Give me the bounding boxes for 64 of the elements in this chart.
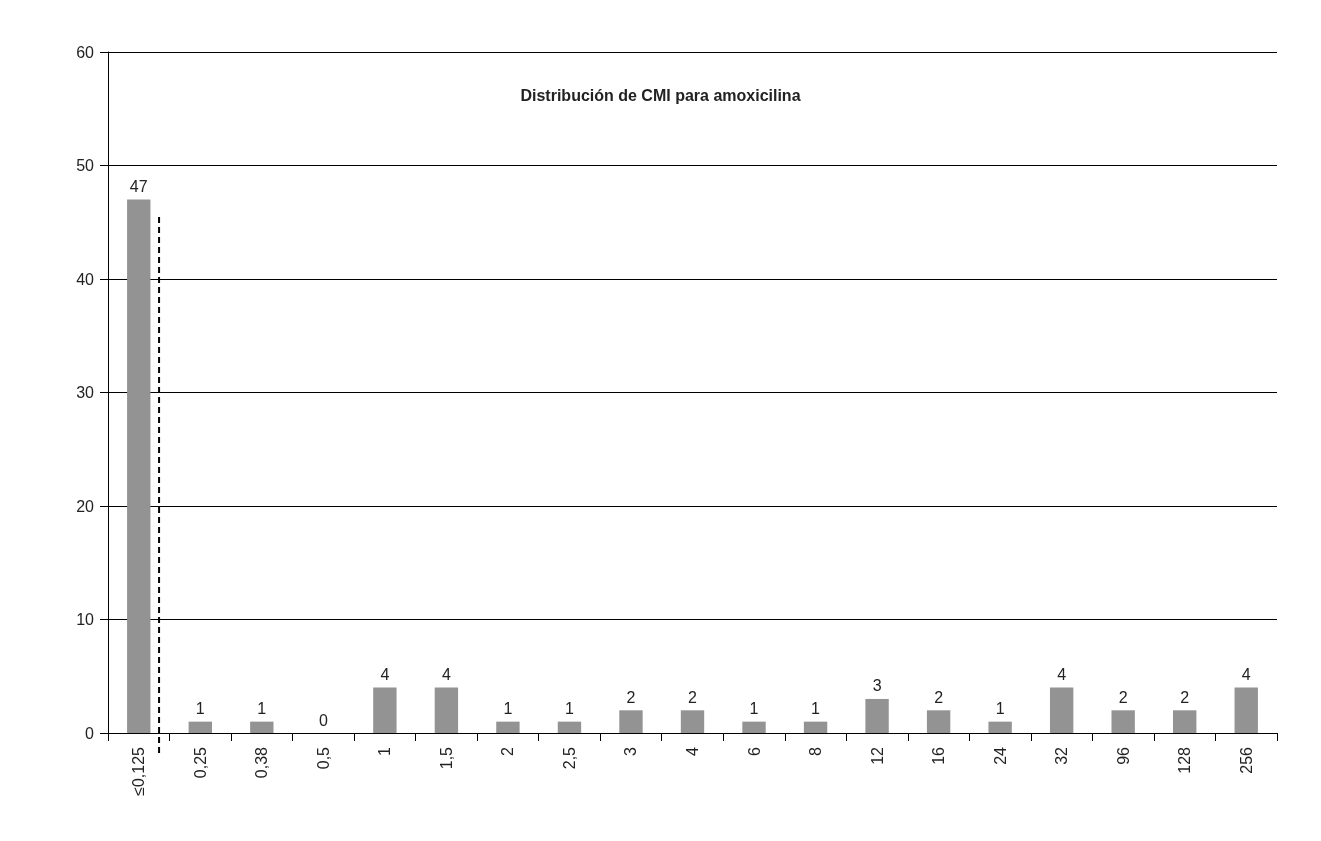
y-tick-label: 30 [76,384,95,401]
x-tick-label: 4 [684,746,701,756]
data-label: 2 [688,688,698,706]
x-tick-label: 96 [1114,746,1132,765]
x-tick-label: 32 [1053,746,1071,765]
bar [1049,687,1074,733]
x-tick-label: 3 [622,746,640,756]
data-label: 4 [1241,666,1251,684]
x-tick-label: 6 [745,746,763,756]
x-tick-label: 2,5 [560,746,578,770]
x-tick-label: 0,5 [314,746,332,770]
y-tick-label: 40 [76,270,95,288]
data-label: 1 [811,700,821,718]
y-tick-label: 20 [76,497,95,515]
data-label: 1 [503,700,513,718]
bar [680,710,705,733]
data-label: 4 [441,666,451,684]
x-tick-label: 2 [499,746,517,756]
data-label: 4 [380,666,390,684]
bar [742,721,766,733]
data-label: 2 [626,688,636,706]
y-tick-label: 60 [76,43,95,61]
bar [250,721,274,733]
x-tick-label: 16 [930,746,948,765]
data-label: 2 [1118,688,1128,706]
x-tick-label: 8 [807,746,825,756]
data-label: 1 [749,700,759,718]
y-tick-label: 10 [76,611,95,628]
data-label: 1 [195,700,205,718]
y-tick-label: 50 [76,157,95,174]
x-tick-label: ≤0,125 [130,746,148,796]
bar [496,721,520,733]
data-label: 3 [872,677,882,695]
x-tick-label: 256 [1237,746,1255,774]
bar [127,199,151,733]
bar [1173,710,1197,733]
bar [988,721,1012,733]
bar [926,710,951,733]
bar [557,721,582,733]
data-label: 2 [934,688,944,706]
bar [188,721,212,733]
data-label: 47 [129,178,148,196]
y-tick-label: 0 [85,724,95,742]
data-label: 0 [318,711,328,729]
x-tick-label: 1,5 [437,746,455,770]
bar [1234,687,1258,733]
data-label: 1 [995,700,1005,718]
text: Distribución de CMI para amoxicilina [520,86,801,104]
x-tick-label: 12 [868,746,886,765]
bar [803,721,828,733]
x-tick-label: 0,25 [191,746,209,779]
x-tick-label: 0,38 [253,746,271,779]
bar [619,710,643,733]
x-tick-label: 1 [376,746,394,756]
x-tick-label: 24 [991,746,1009,765]
bar [865,698,889,733]
data-label: 4 [1057,666,1067,684]
data-label: 1 [257,700,267,718]
data-label: 1 [564,700,574,718]
x-tick-label: 128 [1176,746,1194,774]
bar [373,687,397,733]
data-label: 2 [1180,688,1190,706]
bar [1111,710,1135,733]
bar [434,687,459,733]
